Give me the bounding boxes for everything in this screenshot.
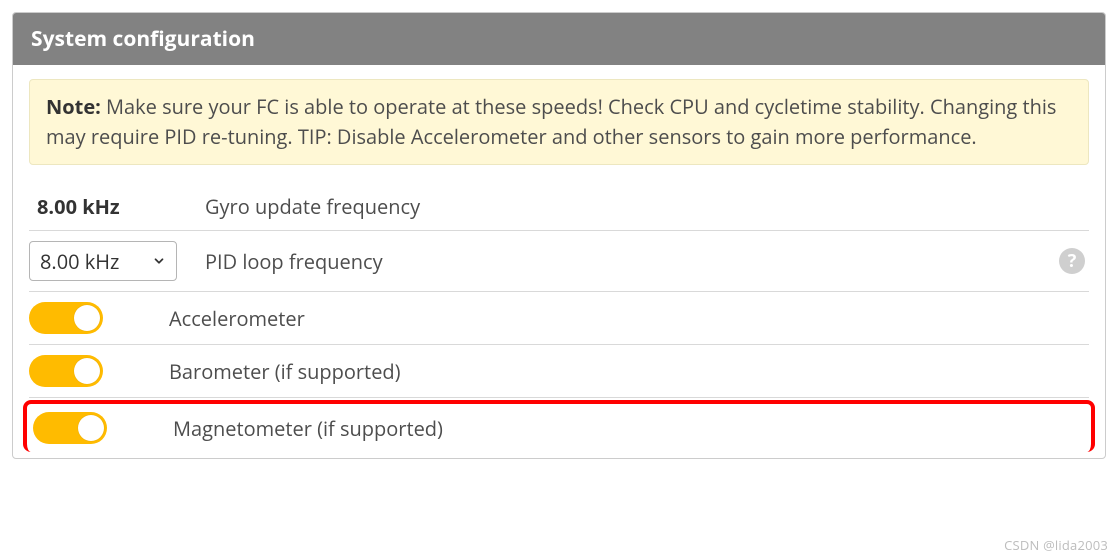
accelerometer-toggle[interactable] bbox=[29, 302, 103, 334]
help-icon[interactable]: ? bbox=[1059, 248, 1085, 274]
toggle-knob bbox=[78, 415, 104, 441]
note-box: Note: Make sure your FC is able to opera… bbox=[29, 79, 1089, 165]
accelerometer-label: Accelerometer bbox=[169, 305, 305, 332]
gyro-frequency-label: Gyro update frequency bbox=[205, 193, 420, 220]
note-text: Make sure your FC is able to operate at … bbox=[46, 93, 1056, 150]
barometer-toggle[interactable] bbox=[29, 355, 103, 387]
barometer-label: Barometer (if supported) bbox=[169, 358, 401, 385]
panel-title: System configuration bbox=[13, 13, 1105, 65]
pid-select-container: 8.00 kHz bbox=[29, 241, 205, 281]
note-prefix: Note: bbox=[46, 93, 101, 120]
system-config-panel: System configuration Note: Make sure you… bbox=[12, 12, 1106, 459]
pid-frequency-label: PID loop frequency bbox=[205, 248, 383, 275]
pid-frequency-select[interactable]: 8.00 kHz bbox=[29, 241, 177, 281]
barometer-row: Barometer (if supported) bbox=[29, 345, 1089, 398]
magnetometer-label: Magnetometer (if supported) bbox=[173, 415, 443, 442]
gyro-frequency-value: 8.00 kHz bbox=[29, 193, 205, 220]
chevron-down-icon bbox=[152, 254, 166, 268]
magnetometer-toggle[interactable] bbox=[33, 412, 107, 444]
pid-frequency-row: 8.00 kHz PID loop frequency ? bbox=[29, 231, 1089, 292]
watermark: CSDN @lida2003 bbox=[1004, 536, 1108, 554]
gyro-frequency-row: 8.00 kHz Gyro update frequency bbox=[29, 183, 1089, 231]
toggle-knob bbox=[74, 305, 100, 331]
pid-frequency-value: 8.00 kHz bbox=[40, 248, 119, 275]
panel-body: Note: Make sure your FC is able to opera… bbox=[13, 65, 1105, 458]
toggle-knob bbox=[74, 358, 100, 384]
accelerometer-row: Accelerometer bbox=[29, 292, 1089, 345]
magnetometer-row: Magnetometer (if supported) bbox=[23, 400, 1095, 452]
